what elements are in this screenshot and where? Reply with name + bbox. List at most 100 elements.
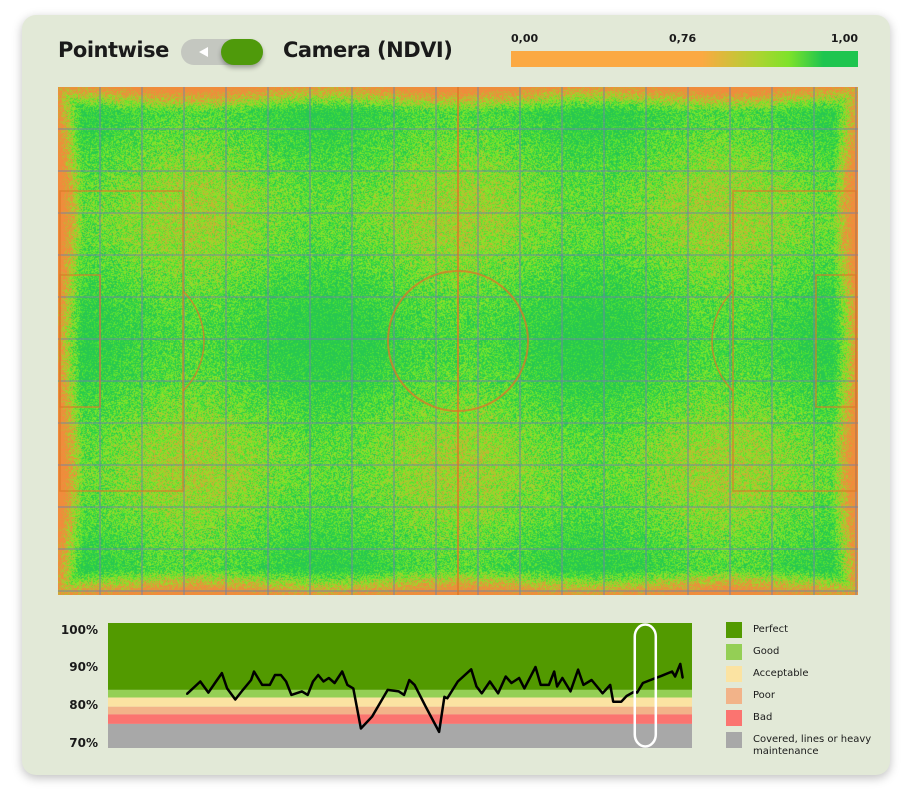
- legend-label: Acceptable: [753, 668, 809, 679]
- center-circle: [387, 270, 529, 412]
- data-point: [352, 687, 355, 690]
- data-point: [660, 674, 663, 677]
- goal-area-right: [815, 274, 857, 408]
- legend-swatch: [726, 732, 742, 748]
- data-point: [475, 685, 478, 688]
- legend-swatch: [726, 666, 742, 682]
- mode-label-camera-ndvi[interactable]: Camera (NDVI): [283, 38, 453, 62]
- data-point: [398, 690, 400, 693]
- selected-range-highlight[interactable]: [633, 623, 658, 748]
- data-point: [489, 680, 491, 683]
- data-point: [443, 695, 446, 698]
- data-point: [221, 672, 223, 674]
- arrow-left-icon: [199, 47, 208, 57]
- data-point: [274, 674, 276, 676]
- data-point: [290, 694, 293, 696]
- data-point: [386, 689, 389, 691]
- data-point: [312, 680, 314, 683]
- quality-timeline-chart[interactable]: [108, 623, 692, 748]
- data-point: [413, 684, 416, 686]
- data-point: [649, 679, 652, 681]
- data-point: [242, 689, 244, 691]
- penalty-area-left: [59, 190, 184, 492]
- data-point: [518, 677, 520, 679]
- data-point: [561, 677, 564, 679]
- data-point: [620, 700, 623, 703]
- band-perfect: [108, 623, 692, 690]
- data-point: [280, 674, 282, 676]
- y-tick-label: 90%: [69, 660, 98, 674]
- penalty-arc-left: [182, 290, 205, 392]
- data-point: [341, 670, 343, 673]
- data-point: [681, 677, 684, 679]
- data-point: [306, 694, 309, 696]
- legend-label: Good: [753, 646, 780, 657]
- toggle-knob[interactable]: [221, 39, 263, 65]
- data-point: [556, 685, 558, 688]
- penalty-arc-right: [711, 290, 734, 392]
- legend-label: Poor: [753, 690, 776, 701]
- scale-mid-label: 0,76: [669, 32, 697, 45]
- data-point: [569, 690, 572, 693]
- ndvi-field-map[interactable]: [58, 87, 858, 595]
- pitch-markings: [58, 87, 858, 595]
- band-covered: [108, 723, 692, 748]
- scale-gradient-bar: [511, 51, 858, 67]
- data-point: [424, 705, 427, 708]
- data-point: [601, 692, 604, 695]
- data-point: [548, 684, 550, 686]
- data-point: [327, 677, 330, 679]
- data-point: [403, 694, 405, 696]
- data-point: [674, 675, 676, 678]
- y-tick-label: 80%: [69, 698, 98, 712]
- data-point: [333, 682, 336, 684]
- scale-min-label: 0,00: [511, 32, 539, 45]
- data-point: [679, 663, 682, 665]
- data-point: [408, 679, 411, 681]
- y-tick-label: 70%: [69, 736, 98, 750]
- data-point: [199, 680, 202, 683]
- legend-swatch: [726, 688, 742, 704]
- data-point: [268, 684, 271, 686]
- scale-max-label: 1,00: [830, 32, 858, 45]
- data-point: [553, 670, 555, 673]
- data-point: [186, 693, 188, 695]
- data-point: [207, 691, 210, 694]
- data-point: [671, 670, 673, 673]
- data-point: [457, 680, 459, 683]
- view-mode-toggle[interactable]: [181, 39, 263, 65]
- mode-label-pointwise[interactable]: Pointwise: [58, 38, 169, 62]
- data-point: [226, 687, 228, 690]
- data-point: [438, 731, 440, 733]
- data-point: [523, 687, 526, 690]
- data-point: [590, 679, 593, 681]
- data-point: [642, 682, 644, 684]
- band-acceptable: [108, 697, 692, 707]
- legend-label: Bad: [753, 712, 773, 723]
- data-point: [609, 684, 612, 686]
- data-point: [636, 691, 638, 694]
- data-point: [250, 679, 252, 681]
- goal-area-left: [59, 274, 101, 408]
- y-tick-label: 100%: [60, 623, 98, 637]
- data-point: [360, 727, 362, 730]
- data-point: [497, 692, 499, 695]
- data-point: [285, 680, 287, 683]
- data-point: [539, 684, 542, 686]
- band-bad: [108, 714, 692, 724]
- band-good: [108, 689, 692, 698]
- data-point: [625, 695, 628, 697]
- legend-label: Perfect: [753, 624, 789, 635]
- data-point: [534, 666, 537, 668]
- legend-swatch: [726, 710, 742, 726]
- data-point: [480, 692, 483, 695]
- legend-swatch: [726, 622, 742, 638]
- data-point: [446, 697, 449, 700]
- legend-label: Covered, lines or heavy maintenance: [753, 734, 872, 757]
- data-point: [371, 715, 373, 718]
- data-point: [577, 668, 579, 671]
- data-point: [470, 668, 473, 671]
- band-poor: [108, 706, 692, 715]
- data-point: [510, 682, 513, 684]
- data-point: [234, 698, 237, 701]
